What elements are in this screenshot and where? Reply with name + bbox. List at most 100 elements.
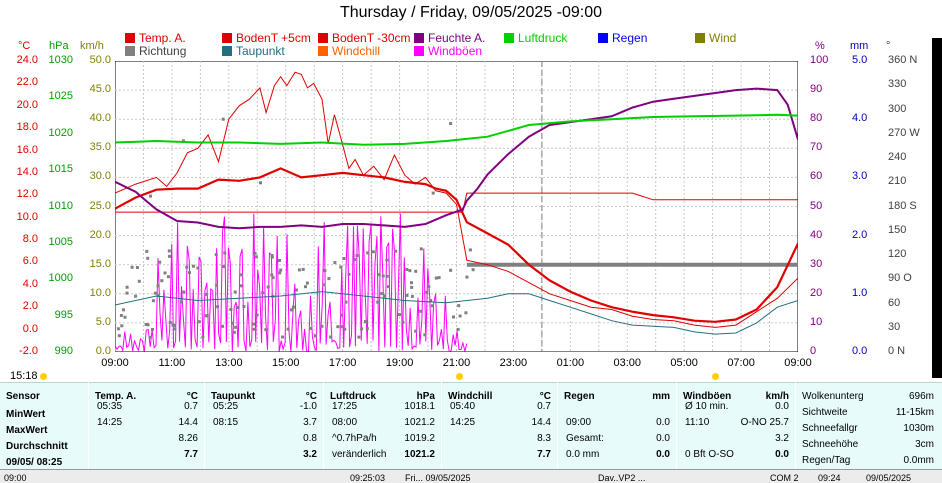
legend-entry[interactable]: Windchill <box>318 44 380 58</box>
series-richtung-dot <box>357 335 361 339</box>
summary-cell: 8.3 <box>537 433 551 444</box>
legend-label: Luftdruck <box>518 31 568 45</box>
legend-swatch <box>125 46 135 56</box>
x-tick-label: 03:00 <box>613 357 642 369</box>
summary-cell: 3.7 <box>303 417 317 428</box>
series-richtung-dot <box>266 285 270 289</box>
series-richtung-dot <box>182 290 186 294</box>
right-scroll-strip[interactable] <box>932 38 942 378</box>
series-richtung-dot <box>387 285 390 289</box>
series-richtung-dot <box>365 327 369 331</box>
summary-cell: -1.0 <box>299 401 317 412</box>
summary-cell: Gesamt: <box>566 433 604 444</box>
y-tick-label: 5.0 <box>852 54 868 66</box>
y-tick-label: 15.0 <box>89 257 111 270</box>
series-richtung-dot <box>233 290 237 294</box>
summary-cell: MinWert <box>6 409 46 420</box>
series-richtung-dot <box>201 335 205 339</box>
summary-cell: 0.7 <box>184 401 198 412</box>
legend-entry[interactable]: Wind <box>695 31 736 45</box>
y-tick-label: 5.0 <box>95 315 111 328</box>
series-richtung-dot <box>452 315 455 319</box>
summary-panel-misc: Wolkenunterg 696m Sichtweite 11-15km Schneef… <box>796 382 942 470</box>
summary-cell: 17:25 <box>332 401 358 412</box>
y-tick-label: 210 <box>888 175 907 188</box>
status-station: Dav..VP2 ... <box>598 473 646 483</box>
y-tick-label: 0.0 <box>852 345 868 357</box>
series-richtung-dot <box>344 300 348 304</box>
series-richtung-dot <box>291 305 295 309</box>
y-tick-label: 20 <box>810 286 823 299</box>
series-richtung-dot <box>156 284 160 288</box>
x-tick-label: 23:00 <box>499 357 528 369</box>
summary-panel-dew: Taupunkt °C 05:25 -1.0 08:15 3.7 0.8 3.2 <box>205 382 323 470</box>
series-richtung-dot <box>117 334 121 338</box>
summary-cell: 7.7 <box>537 449 551 460</box>
series-richtung-dot <box>145 249 149 253</box>
series-richtung-dot <box>223 251 227 255</box>
series-richtung-dot <box>151 299 155 303</box>
y-tick-label: 80 <box>810 112 823 125</box>
series-richtung-dot <box>305 281 309 285</box>
series-richtung-dot <box>173 327 177 331</box>
legend-entry[interactable]: BodenT +5cm <box>222 31 311 45</box>
series-richtung-dot <box>197 320 201 324</box>
series-richtung-dot <box>347 272 351 276</box>
y-tick-label: 30 <box>888 320 901 333</box>
status-date2: 09/05/2025 <box>866 473 912 483</box>
summary-cell: ^0.7hPa/h <box>332 433 377 444</box>
legend-entry[interactable]: Richtung <box>125 44 186 58</box>
legend-entry[interactable]: Feuchte A. <box>414 31 485 45</box>
x-tick-label: 17:00 <box>328 357 357 369</box>
summary-cell: Wolkenunterg <box>802 391 864 402</box>
legend-entry[interactable]: Taupunkt <box>222 44 285 58</box>
summary-cell: 05:40 <box>450 401 476 412</box>
summary-panel-windchill: Windchill °C 05:40 0.7 14:25 14.4 8.3 7.7 <box>442 382 557 470</box>
series-richtung-dot <box>449 122 453 125</box>
legend-entry[interactable]: Regen <box>598 31 647 45</box>
y-tick-label: 12.0 <box>16 188 38 201</box>
series-richtung-dot <box>414 329 418 333</box>
series-richtung-dot <box>468 248 472 252</box>
y-tick-label: 1005 <box>48 235 73 248</box>
summary-panel-gusts: Windböen km/h Ø 10 min. 0.0 11:10 O-NO 25.7 3.… <box>677 382 795 470</box>
series-luftdruck <box>115 113 798 146</box>
series-richtung-dot <box>205 314 209 318</box>
summary-cell: Schneehöhe <box>802 439 859 450</box>
y-tick-label: 240 <box>888 151 907 163</box>
marker-dot <box>40 373 47 380</box>
summary-cell: 11:10 <box>685 417 710 428</box>
series-richtung-dot <box>360 327 364 331</box>
summary-cell: Windchill <box>448 391 493 402</box>
series-richtung-dot <box>371 250 375 254</box>
summary-cell: 14.4 <box>531 417 551 428</box>
series-richtung-dot <box>222 265 226 268</box>
series-richtung-dot <box>394 249 398 253</box>
x-tick-label: 11:00 <box>158 357 186 369</box>
pct-axis-unit: % <box>815 40 825 52</box>
summary-cell: 08:00 <box>332 417 358 428</box>
y-tick-label: 995 <box>54 308 73 321</box>
y-tick-label: 990 <box>54 345 73 357</box>
series-richtung-dot <box>254 255 258 259</box>
series-richtung-dot <box>329 335 333 339</box>
series-richtung-dot <box>229 307 233 311</box>
series-richtung-dot <box>120 324 124 328</box>
legend-entry[interactable]: Temp. A. <box>125 31 186 45</box>
legend-entry[interactable]: Luftdruck <box>504 31 567 45</box>
series-taupunkt <box>115 291 798 335</box>
series-richtung-dot <box>401 320 405 324</box>
y-tick-label: 1010 <box>48 199 73 212</box>
series-richtung-dot <box>286 327 290 331</box>
y-tick-label: 90 O <box>888 272 912 285</box>
x-tick-label: 01:00 <box>556 357 585 369</box>
series-feuchte-a- <box>115 87 798 230</box>
series-richtung-dot <box>339 325 343 329</box>
legend-entry[interactable]: BodenT -30cm <box>318 31 411 45</box>
summary-cell: Regen <box>564 391 595 402</box>
series-richtung-dot <box>235 306 239 309</box>
summary-cell: 14:25 <box>97 417 123 428</box>
summary-cell: 8.26 <box>178 433 198 444</box>
x-tick-label: 07:00 <box>727 357 755 369</box>
legend-entry[interactable]: Windböen <box>414 44 482 58</box>
